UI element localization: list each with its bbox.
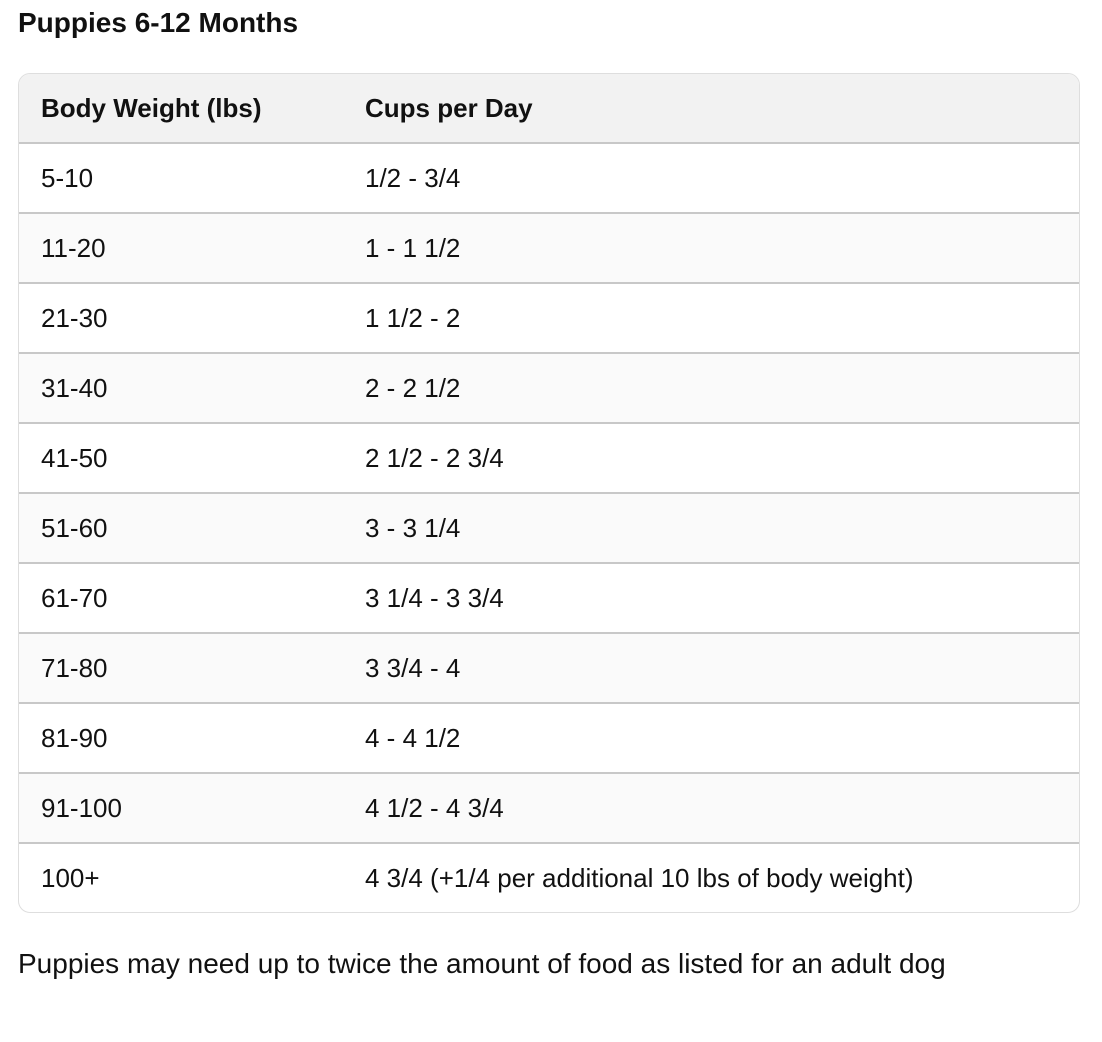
body-weight-cell: 11-20 [19, 213, 343, 284]
body-weight-cell: 81-90 [19, 703, 343, 774]
cups-per-day-cell: 4 - 4 1/2 [343, 703, 1079, 774]
header-cups-per-day: Cups per Day [343, 74, 1079, 144]
body-weight-cell: 31-40 [19, 353, 343, 424]
table-row: 91-100 4 1/2 - 4 3/4 [19, 773, 1079, 844]
body-weight-cell: 100+ [41, 862, 100, 893]
cups-per-day-cell: 4 1/2 - 4 3/4 [343, 773, 1079, 844]
cups-per-day-cell: 1 1/2 - 2 [343, 283, 1079, 354]
body-weight-cell: 71-80 [19, 633, 343, 704]
cups-per-day-cell: 1/2 - 3/4 [343, 143, 1079, 214]
table-row: 5-10 1/2 - 3/4 [19, 143, 1079, 214]
table-row: 21-30 1 1/2 - 2 [19, 283, 1079, 354]
body-weight-cell: 61-70 [19, 563, 343, 634]
cups-per-day-cell: 3 - 3 1/4 [343, 493, 1079, 564]
table-row: 81-90 4 - 4 1/2 [19, 703, 1079, 774]
body-weight-cell: 21-30 [19, 283, 343, 354]
table-row: 71-80 3 3/4 - 4 [19, 633, 1079, 704]
body-weight-cell: 41-50 [19, 423, 343, 494]
cups-per-day-cell: 3 3/4 - 4 [343, 633, 1079, 704]
table-row: 100+ 4 3/4 (+1/4 per additional 10 lbs of… [19, 843, 1079, 912]
table-row: 51-60 3 - 3 1/4 [19, 493, 1079, 564]
note-text: Puppies may need up to twice the amount … [18, 948, 946, 979]
table-row: 41-50 2 1/2 - 2 3/4 [19, 423, 1079, 494]
cups-per-day-cell: 2 - 2 1/2 [343, 353, 1079, 424]
table-row: 31-40 2 - 2 1/2 [19, 353, 1079, 424]
cups-per-day-cell: 1 - 1 1/2 [343, 213, 1079, 284]
feeding-table: Body Weight (lbs) Cups per Day 5-10 1/2 -… [18, 73, 1080, 913]
table-header-row: Body Weight (lbs) Cups per Day [19, 74, 1079, 144]
body-weight-cell: 91-100 [19, 773, 343, 844]
header-body-weight: Body Weight (lbs) [19, 74, 343, 144]
body-weight-cell: 51-60 [19, 493, 343, 564]
cups-per-day-cell: 4 3/4 (+1/4 per additional 10 lbs of bod… [365, 862, 914, 893]
body-weight-cell: 5-10 [19, 143, 343, 214]
table-row: 61-70 3 1/4 - 3 3/4 [19, 563, 1079, 634]
section-title: Puppies 6-12 Months [18, 7, 299, 38]
cups-per-day-cell: 2 1/2 - 2 3/4 [343, 423, 1079, 494]
table-row: 11-20 1 - 1 1/2 [19, 213, 1079, 284]
cups-per-day-cell: 3 1/4 - 3 3/4 [343, 563, 1079, 634]
